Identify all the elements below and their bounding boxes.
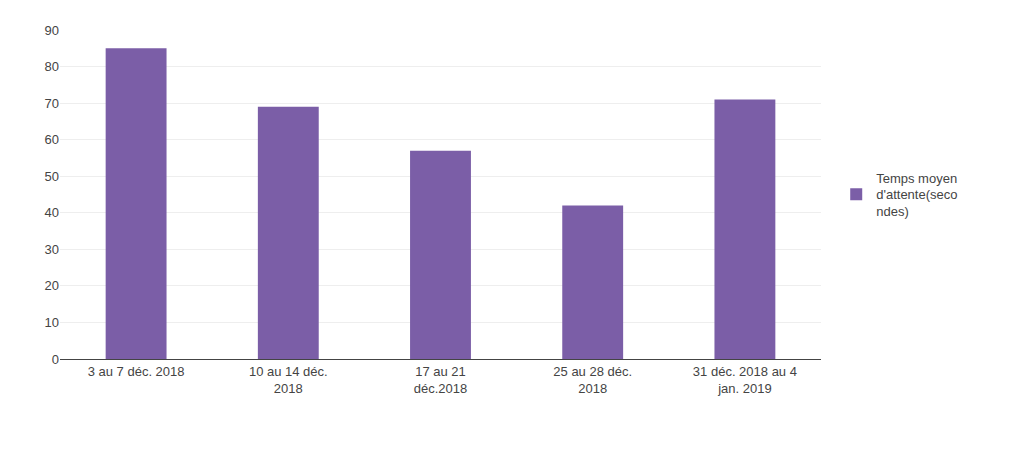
- svg-text:80: 80: [45, 59, 59, 74]
- svg-text:60: 60: [45, 132, 59, 147]
- svg-text:90: 90: [45, 23, 59, 38]
- svg-text:10 au 14 déc.2018: 10 au 14 déc.2018: [249, 364, 328, 396]
- svg-text:Temps moyend'attente(secondes): Temps moyend'attente(secondes): [876, 171, 957, 220]
- svg-text:10: 10: [45, 315, 59, 330]
- svg-text:25 au 28 déc.2018: 25 au 28 déc.2018: [553, 364, 632, 396]
- svg-text:31 déc. 2018 au 4jan. 2019: 31 déc. 2018 au 4jan. 2019: [693, 364, 797, 396]
- svg-text:3 au 7 déc. 2018: 3 au 7 déc. 2018: [88, 364, 185, 379]
- svg-text:20: 20: [45, 278, 59, 293]
- svg-text:70: 70: [45, 96, 59, 111]
- svg-text:0: 0: [52, 352, 59, 367]
- svg-text:17 au 21déc.2018: 17 au 21déc.2018: [414, 364, 468, 396]
- svg-text:50: 50: [45, 169, 59, 184]
- svg-text:40: 40: [45, 205, 59, 220]
- svg-text:30: 30: [45, 242, 59, 257]
